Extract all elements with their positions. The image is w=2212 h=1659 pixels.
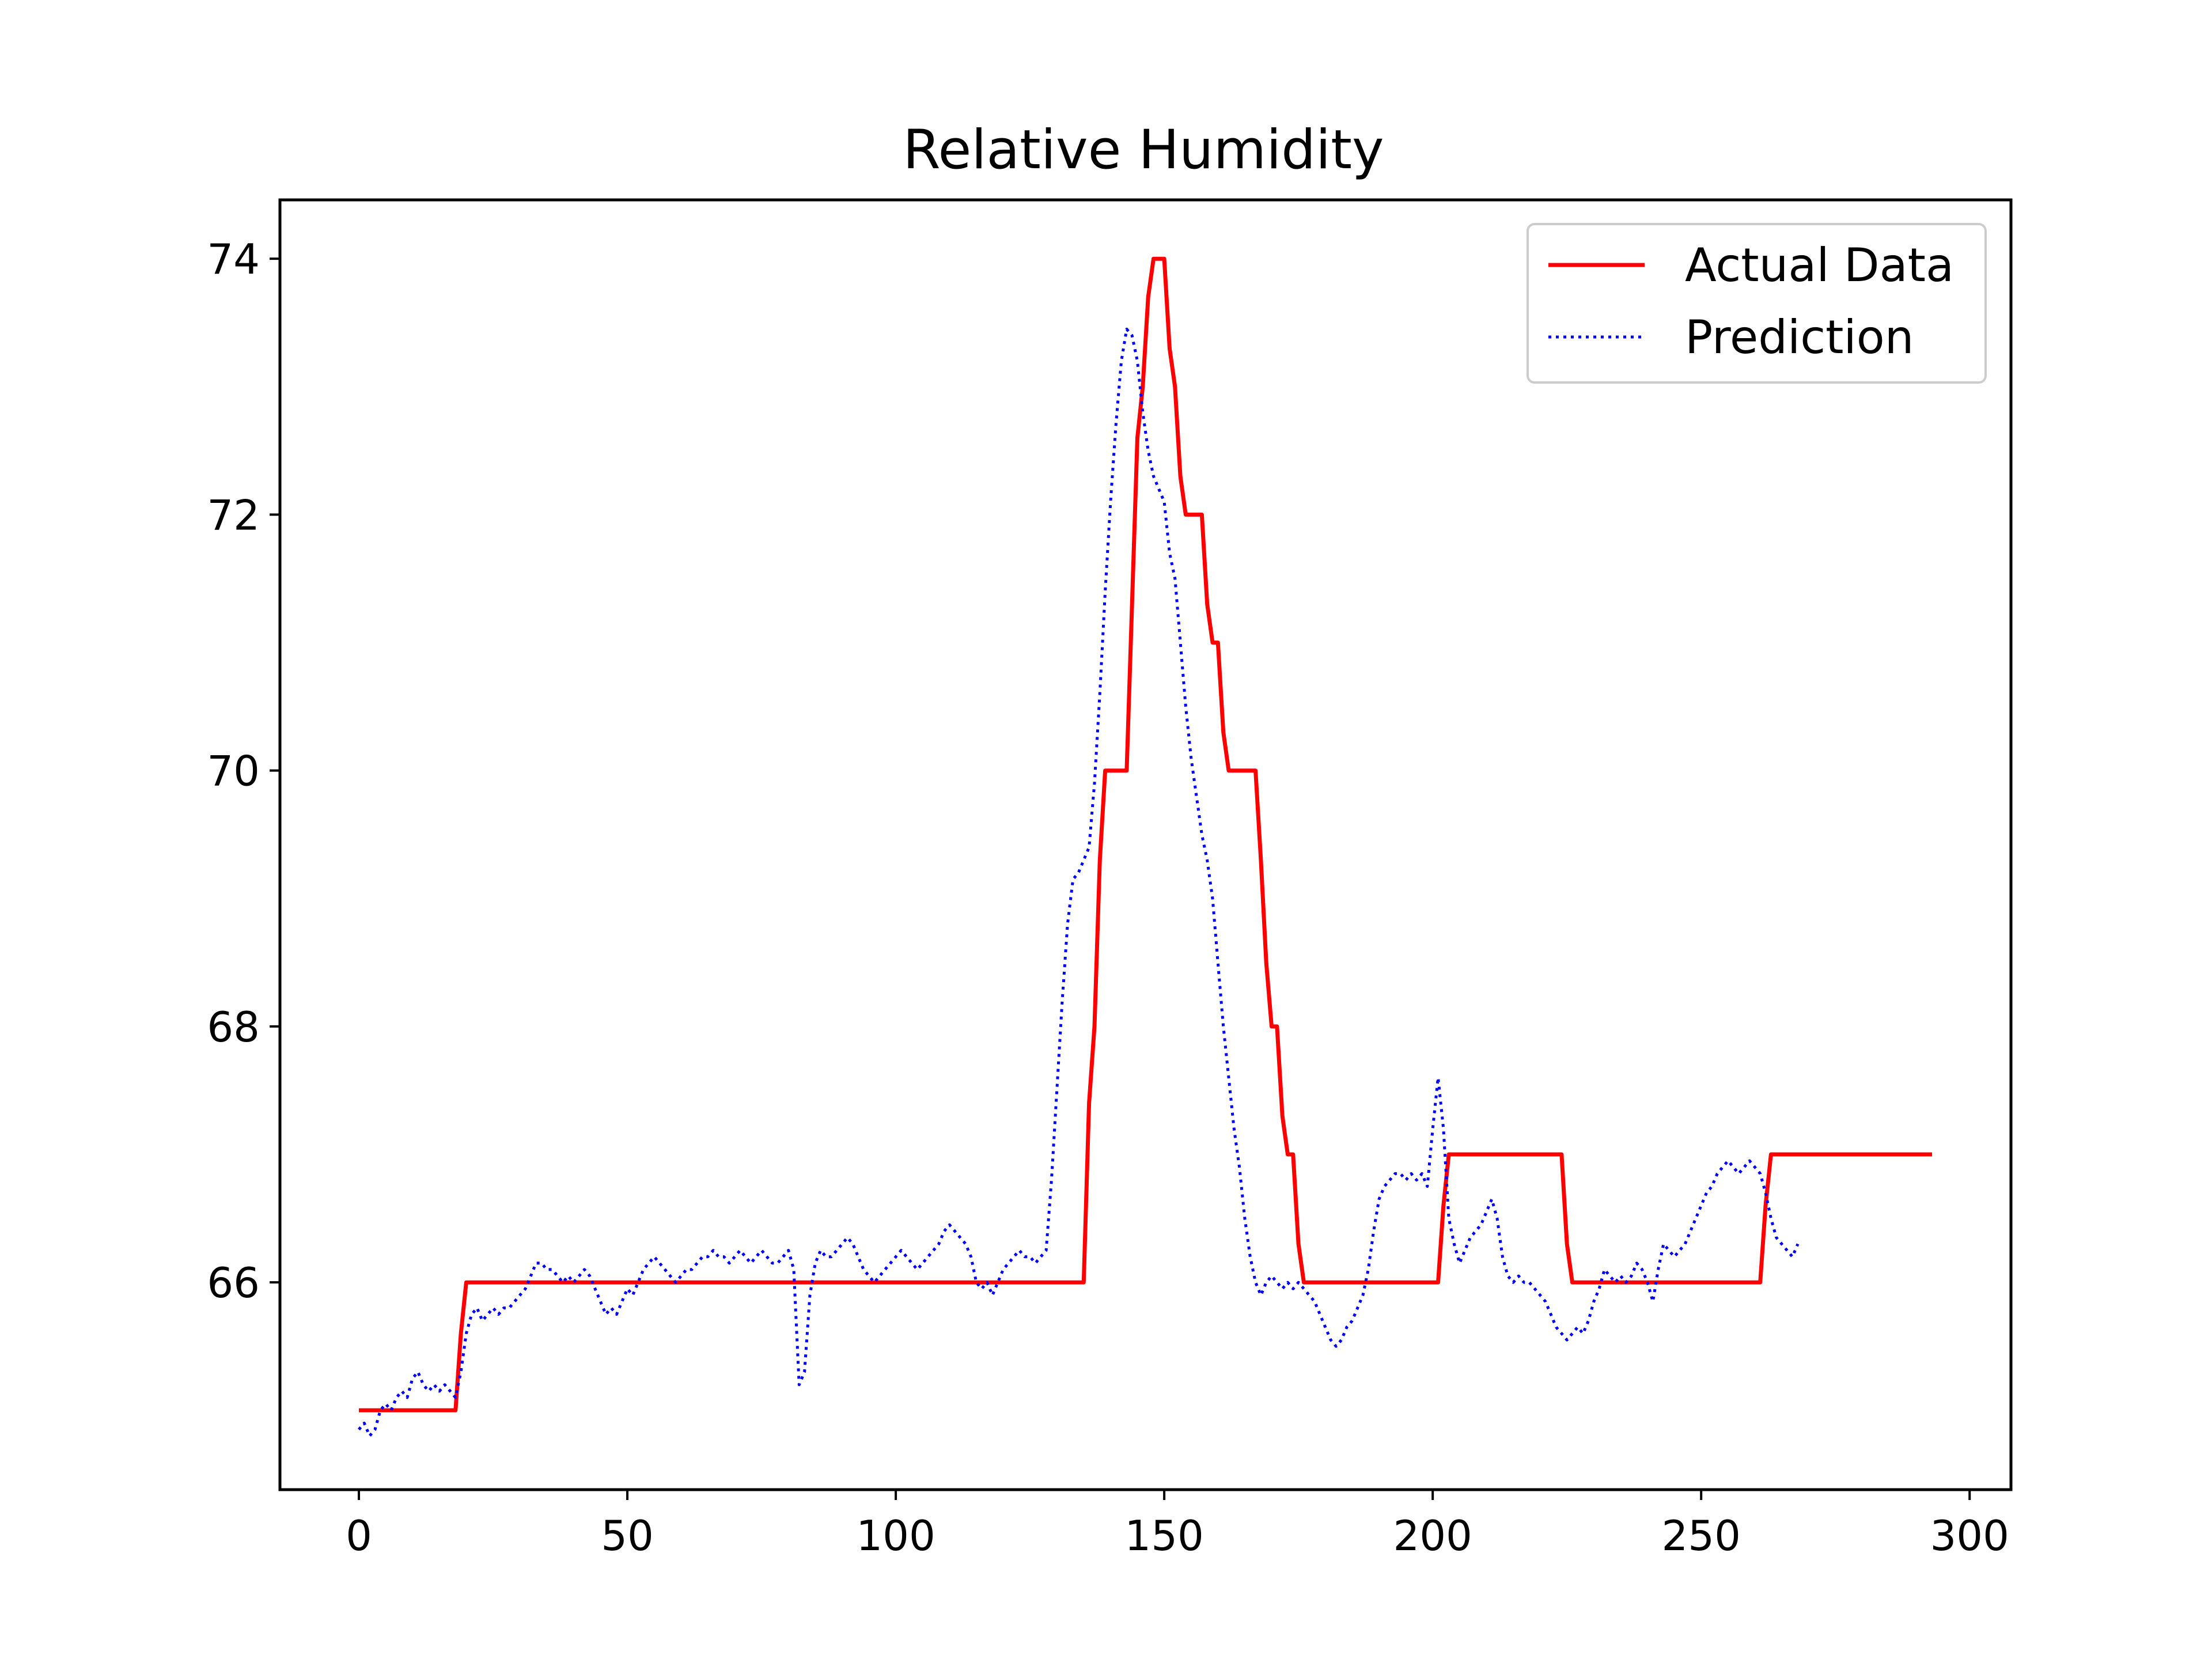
y-tick-label: 74 — [207, 235, 260, 283]
x-tick-label: 0 — [346, 1512, 372, 1560]
axis-ticks: 0 50 100 150 200 250 300 66 68 70 72 74 — [207, 235, 2009, 1560]
axes-frame — [278, 198, 2013, 1491]
chart-title: Relative Humidity — [903, 119, 1384, 181]
y-tick-label: 70 — [207, 747, 260, 796]
x-tick-label: 250 — [1661, 1512, 1740, 1560]
y-tick-label: 72 — [207, 491, 260, 539]
x-tick-label: 150 — [1124, 1512, 1203, 1560]
legend-label: Actual Data — [1685, 238, 1954, 292]
legend: Actual Data Prediction — [1527, 223, 1987, 384]
legend-label: Prediction — [1685, 310, 1914, 364]
x-tick-label: 200 — [1393, 1512, 1472, 1560]
y-tick-label: 66 — [207, 1259, 260, 1307]
x-tick-label: 300 — [1930, 1512, 2009, 1560]
series-line-actual-data — [359, 256, 1932, 1412]
y-tick-label: 68 — [207, 1003, 260, 1051]
plot-area — [358, 256, 1932, 1438]
x-tick-label: 100 — [856, 1512, 935, 1560]
series-line-prediction — [358, 327, 1800, 1438]
x-tick-label: 50 — [601, 1512, 654, 1560]
